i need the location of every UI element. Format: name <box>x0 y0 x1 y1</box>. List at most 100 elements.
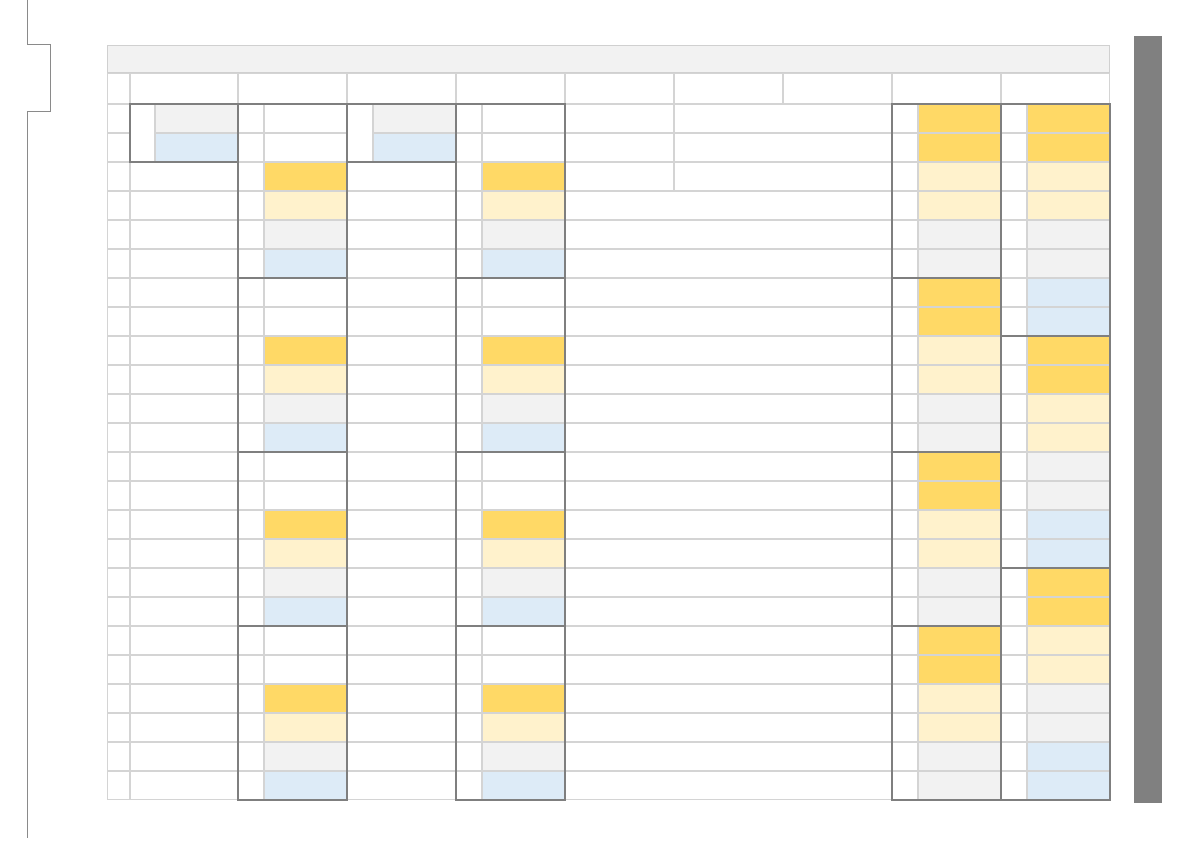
cell-i[interactable] <box>1027 365 1110 394</box>
cell-d-spacer[interactable] <box>456 452 482 481</box>
cell-b[interactable] <box>264 394 347 423</box>
cell-a[interactable] <box>130 423 238 452</box>
cell-b-spacer[interactable] <box>238 162 264 191</box>
cell-i-spacer[interactable] <box>1001 597 1027 626</box>
cell-h-spacer[interactable] <box>892 365 918 394</box>
row-header[interactable] <box>107 510 130 539</box>
cell-d[interactable] <box>482 104 565 133</box>
cell-d[interactable] <box>482 771 565 800</box>
cell-h-spacer[interactable] <box>892 742 918 771</box>
cell-h[interactable] <box>918 423 1001 452</box>
cell-d-spacer[interactable] <box>456 481 482 510</box>
cell-i[interactable] <box>1027 684 1110 713</box>
cell-a-top[interactable] <box>155 104 238 133</box>
cell-c-bottom[interactable] <box>373 133 456 162</box>
cell-h-spacer[interactable] <box>892 278 918 307</box>
cell-d-spacer[interactable] <box>456 423 482 452</box>
cell-c-top[interactable] <box>373 104 456 133</box>
cell-b-spacer[interactable] <box>238 307 264 336</box>
cell-b[interactable] <box>264 365 347 394</box>
cell-b-spacer[interactable] <box>238 133 264 162</box>
cell-h[interactable] <box>918 568 1001 597</box>
row-header[interactable] <box>107 307 130 336</box>
cell-d-spacer[interactable] <box>456 394 482 423</box>
cell-a[interactable] <box>130 336 238 365</box>
cell-efg-merged[interactable] <box>565 394 892 423</box>
row-header[interactable] <box>107 249 130 278</box>
cell-b[interactable] <box>264 191 347 220</box>
cell-i[interactable] <box>1027 249 1110 278</box>
cell-a-spacer[interactable] <box>130 104 155 162</box>
cell-b-spacer[interactable] <box>238 771 264 800</box>
cell-efg-merged[interactable] <box>565 220 892 249</box>
cell-d[interactable] <box>482 597 565 626</box>
cell-d[interactable] <box>482 307 565 336</box>
row-header[interactable] <box>107 481 130 510</box>
cell-efg-merged[interactable] <box>565 278 892 307</box>
cell-d[interactable] <box>482 626 565 655</box>
cell-fg[interactable] <box>674 133 892 162</box>
cell-h[interactable] <box>918 394 1001 423</box>
cell-h[interactable] <box>918 452 1001 481</box>
cell-d[interactable] <box>482 452 565 481</box>
cell-c[interactable] <box>347 539 456 568</box>
cell-a[interactable] <box>130 539 238 568</box>
cell-c[interactable] <box>347 684 456 713</box>
cell-d-spacer[interactable] <box>456 684 482 713</box>
cell-i[interactable] <box>1027 104 1110 133</box>
cell-i[interactable] <box>1027 481 1110 510</box>
cell-b[interactable] <box>264 713 347 742</box>
cell-i-spacer[interactable] <box>1001 423 1027 452</box>
cell-i-spacer[interactable] <box>1001 220 1027 249</box>
cell-a[interactable] <box>130 452 238 481</box>
cell-i[interactable] <box>1027 278 1110 307</box>
row-header[interactable] <box>107 365 130 394</box>
cell-efg-merged[interactable] <box>565 626 892 655</box>
row-header[interactable] <box>107 568 130 597</box>
cell-d[interactable] <box>482 510 565 539</box>
cell-b-spacer[interactable] <box>238 365 264 394</box>
cell-d[interactable] <box>482 394 565 423</box>
column-header-4[interactable] <box>347 73 456 104</box>
cell-b[interactable] <box>264 423 347 452</box>
cell-h[interactable] <box>918 365 1001 394</box>
cell-d[interactable] <box>482 133 565 162</box>
cell-i[interactable] <box>1027 539 1110 568</box>
cell-d[interactable] <box>482 655 565 684</box>
cell-i[interactable] <box>1027 307 1110 336</box>
cell-c-spacer[interactable] <box>347 104 373 162</box>
cell-b[interactable] <box>264 162 347 191</box>
column-header-1[interactable] <box>107 73 130 104</box>
cell-c[interactable] <box>347 220 456 249</box>
cell-d[interactable] <box>482 481 565 510</box>
cell-i[interactable] <box>1027 568 1110 597</box>
cell-d-spacer[interactable] <box>456 133 482 162</box>
cell-h[interactable] <box>918 713 1001 742</box>
cell-i[interactable] <box>1027 191 1110 220</box>
cell-b[interactable] <box>264 278 347 307</box>
cell-i-spacer[interactable] <box>1001 742 1027 771</box>
cell-i-spacer[interactable] <box>1001 481 1027 510</box>
cell-b[interactable] <box>264 771 347 800</box>
cell-a[interactable] <box>130 626 238 655</box>
cell-efg-merged[interactable] <box>565 365 892 394</box>
cell-b-spacer[interactable] <box>238 510 264 539</box>
cell-h-spacer[interactable] <box>892 394 918 423</box>
cell-h[interactable] <box>918 742 1001 771</box>
cell-a[interactable] <box>130 568 238 597</box>
cell-b-spacer[interactable] <box>238 423 264 452</box>
cell-b[interactable] <box>264 133 347 162</box>
cell-a[interactable] <box>130 278 238 307</box>
row-header[interactable] <box>107 713 130 742</box>
row-header[interactable] <box>107 539 130 568</box>
cell-efg-merged[interactable] <box>565 539 892 568</box>
cell-h-spacer[interactable] <box>892 568 918 597</box>
cell-efg-merged[interactable] <box>565 597 892 626</box>
cell-i[interactable] <box>1027 220 1110 249</box>
cell-h[interactable] <box>918 597 1001 626</box>
cell-b-spacer[interactable] <box>238 539 264 568</box>
cell-b-spacer[interactable] <box>238 249 264 278</box>
cell-i-spacer[interactable] <box>1001 771 1027 800</box>
cell-a[interactable] <box>130 510 238 539</box>
cell-b[interactable] <box>264 452 347 481</box>
